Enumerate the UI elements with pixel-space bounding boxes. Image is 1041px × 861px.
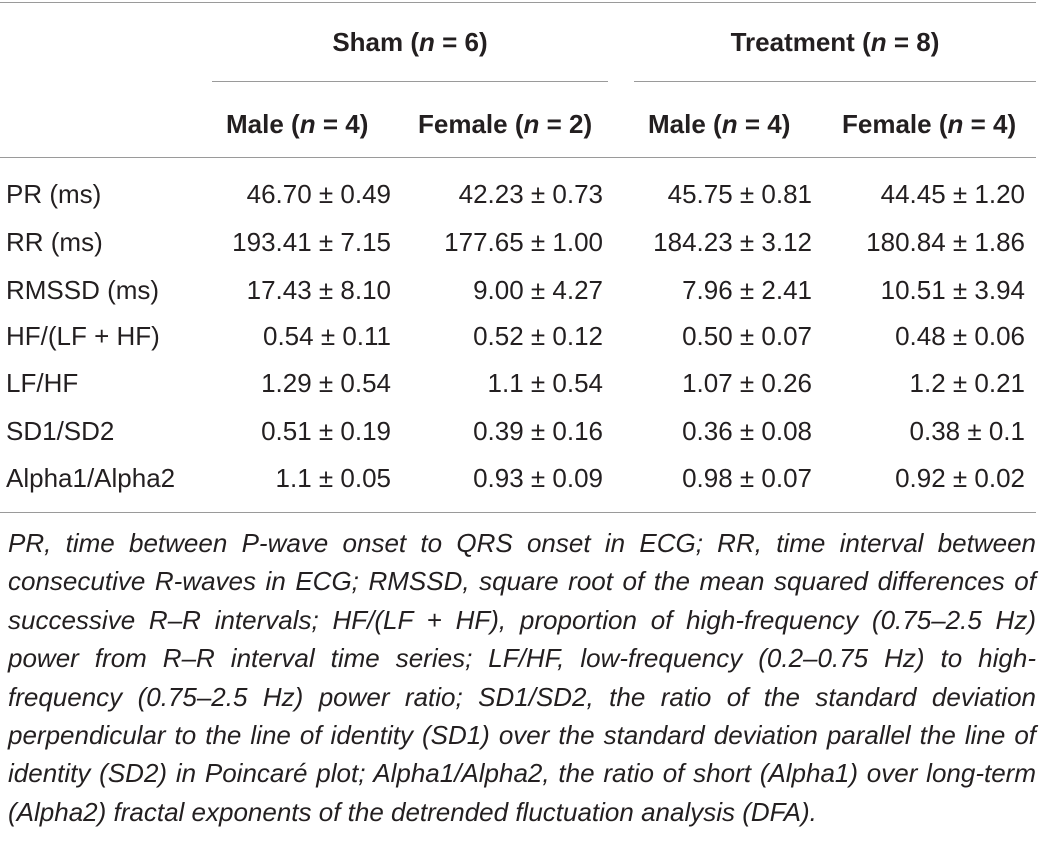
subheader-n-label: n xyxy=(721,109,738,139)
cell-treatment-female: 1.2 ± 0.21 xyxy=(909,368,1025,398)
cell-sham-female: 42.23 ± 0.73 xyxy=(458,179,603,209)
row-label: LF/HF xyxy=(6,368,79,398)
cell-treatment-female: 0.48 ± 0.06 xyxy=(895,321,1025,351)
subheader-n-label: n xyxy=(299,109,316,139)
table-row: PR (ms) 46.70 ± 0.49 42.23 ± 0.73 45.75 … xyxy=(0,174,1041,214)
subheader-sham-male: Male (n = 4) xyxy=(226,109,369,139)
table-row: LF/HF 1.29 ± 0.54 1.1 ± 0.54 1.07 ± 0.26… xyxy=(0,363,1041,403)
cell-sham-female: 9.00 ± 4.27 xyxy=(473,275,603,305)
subheader-treatment-female: Female (n = 4) xyxy=(842,109,1017,139)
subheader-name: Male xyxy=(648,109,706,139)
cell-treatment-female: 0.38 ± 0.1 xyxy=(909,416,1025,446)
subheader-treatment-male: Male (n = 4) xyxy=(648,109,791,139)
cell-sham-female: 177.65 ± 1.00 xyxy=(444,227,603,257)
table-bottom-rule xyxy=(0,512,1036,513)
group-header-treatment: Treatment (n = 8) xyxy=(730,27,940,57)
group-header-sham: Sham (n = 6) xyxy=(332,27,488,57)
cell-sham-female: 0.93 ± 0.09 xyxy=(473,463,603,493)
row-label: PR (ms) xyxy=(6,179,102,209)
cell-treatment-female: 180.84 ± 1.86 xyxy=(866,227,1025,257)
cell-treatment-female: 0.92 ± 0.02 xyxy=(895,463,1025,493)
row-label: RR (ms) xyxy=(6,227,103,257)
header-bottom-rule xyxy=(0,157,1036,158)
cell-treatment-male: 45.75 ± 0.81 xyxy=(667,179,812,209)
table-top-rule xyxy=(0,2,1036,3)
row-label: RMSSD (ms) xyxy=(6,275,160,305)
subheader-n-value: = 4 xyxy=(970,109,1008,139)
subheader-sham-female: Female (n = 2) xyxy=(418,109,593,139)
subheader-n-label: n xyxy=(523,109,540,139)
cell-sham-male: 0.51 ± 0.19 xyxy=(261,416,391,446)
cell-treatment-male: 1.07 ± 0.26 xyxy=(682,368,812,398)
cell-treatment-male: 0.36 ± 0.08 xyxy=(682,416,812,446)
cell-sham-female: 1.1 ± 0.54 xyxy=(487,368,603,398)
cell-sham-female: 0.39 ± 0.16 xyxy=(473,416,603,446)
cell-treatment-female: 44.45 ± 1.20 xyxy=(880,179,1025,209)
row-label: Alpha1/Alpha2 xyxy=(6,463,176,493)
subheader-name: Female xyxy=(842,109,932,139)
cell-sham-male: 0.54 ± 0.11 xyxy=(263,321,391,351)
group-rule-sham xyxy=(212,81,608,82)
cell-treatment-male: 7.96 ± 2.41 xyxy=(682,275,812,305)
subheader-n-value: = 4 xyxy=(744,109,782,139)
subheader-name: Male xyxy=(226,109,284,139)
table-row: RR (ms) 193.41 ± 7.15 177.65 ± 1.00 184.… xyxy=(0,222,1041,262)
cell-treatment-male: 184.23 ± 3.12 xyxy=(653,227,812,257)
group-n-label: n xyxy=(870,27,887,57)
table-row: Alpha1/Alpha2 1.1 ± 0.05 0.93 ± 0.09 0.9… xyxy=(0,458,1041,498)
group-name: Treatment xyxy=(730,27,855,57)
cell-treatment-male: 0.50 ± 0.07 xyxy=(682,321,812,351)
table-footnote: PR, time between P-wave onset to QRS ons… xyxy=(8,528,1036,827)
subheader-n-value: = 2 xyxy=(546,109,584,139)
subheader-name: Female xyxy=(418,109,508,139)
group-n-value: = 6 xyxy=(442,27,480,57)
group-rule-treatment xyxy=(634,81,1036,82)
table-row: SD1/SD2 0.51 ± 0.19 0.39 ± 0.16 0.36 ± 0… xyxy=(0,411,1041,451)
group-n-label: n xyxy=(419,27,435,57)
row-label: SD1/SD2 xyxy=(6,416,115,446)
cell-sham-male: 1.29 ± 0.54 xyxy=(261,368,391,398)
group-name: Sham xyxy=(332,27,404,57)
cell-sham-male: 193.41 ± 7.15 xyxy=(232,227,391,257)
table-row: RMSSD (ms) 17.43 ± 8.10 9.00 ± 4.27 7.96… xyxy=(0,270,1041,310)
table-row: HF/(LF + HF) 0.54 ± 0.11 0.52 ± 0.12 0.5… xyxy=(0,316,1041,356)
subheader-n-label: n xyxy=(947,109,964,139)
row-label: HF/(LF + HF) xyxy=(6,321,160,351)
group-n-value: = 8 xyxy=(893,27,931,57)
cell-sham-male: 1.1 ± 0.05 xyxy=(275,463,391,493)
cell-sham-male: 17.43 ± 8.10 xyxy=(246,275,391,305)
cell-treatment-male: 0.98 ± 0.07 xyxy=(682,463,812,493)
cell-sham-male: 46.70 ± 0.49 xyxy=(246,179,391,209)
cell-sham-female: 0.52 ± 0.12 xyxy=(473,321,603,351)
cell-treatment-female: 10.51 ± 3.94 xyxy=(880,275,1025,305)
subheader-n-value: = 4 xyxy=(322,109,360,139)
